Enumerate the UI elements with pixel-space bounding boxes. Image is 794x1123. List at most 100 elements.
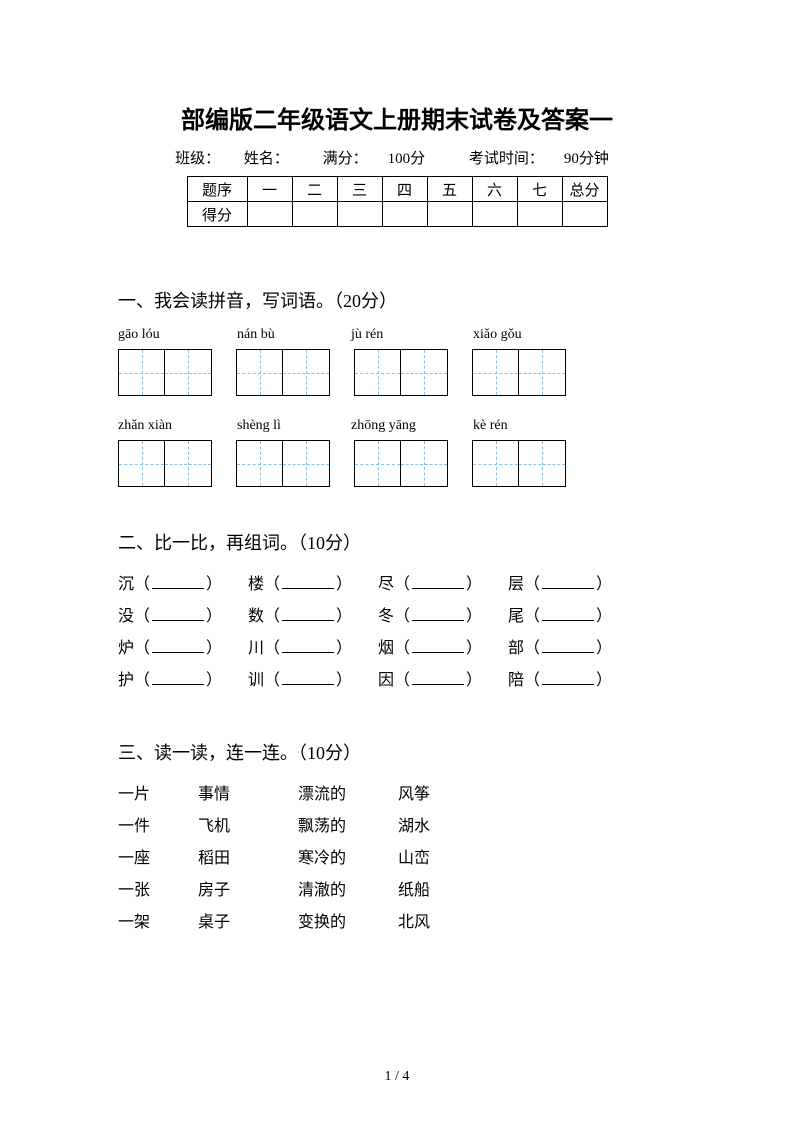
empty-cell	[247, 202, 292, 227]
question-2: 二、比一比，再组词。（10分） 沉（）楼（）尽（）层（）没（）数（）冬（）尾（）…	[118, 529, 676, 697]
blank-line	[412, 637, 464, 653]
header-cell: 六	[472, 177, 517, 202]
compare-item: 部（）	[508, 633, 638, 665]
blank-line	[412, 573, 464, 589]
match-cell: 清澈的	[298, 875, 398, 907]
header-cell: 五	[427, 177, 472, 202]
char-text: 尽	[378, 576, 394, 593]
tianzi-row	[118, 349, 676, 396]
match-cell: 飘荡的	[298, 811, 398, 843]
section-title: 一、我会读拼音，写词语。（20分）	[118, 287, 676, 313]
match-cell: 变换的	[298, 907, 398, 939]
blank-line	[152, 637, 204, 653]
compare-item: 护（）	[118, 665, 248, 697]
tianzi-cell	[118, 349, 165, 396]
header-cell: 三	[337, 177, 382, 202]
tianzi-cell	[519, 440, 566, 487]
match-row: 一片事情漂流的风筝	[118, 779, 676, 811]
empty-cell	[427, 202, 472, 227]
match-cell: 纸船	[398, 875, 458, 907]
empty-cell	[337, 202, 382, 227]
blank-line	[412, 605, 464, 621]
blank-line	[152, 669, 204, 685]
compare-item: 因（）	[378, 665, 508, 697]
char-text: 炉	[118, 640, 134, 657]
char-text: 陪	[508, 672, 524, 689]
tianzi-group	[472, 440, 566, 487]
char-text: 数	[248, 608, 264, 625]
tianzi-group	[118, 440, 212, 487]
blank-line	[282, 669, 334, 685]
compare-item: 炉（）	[118, 633, 248, 665]
match-row: 一座稻田寒冷的山峦	[118, 843, 676, 875]
table-row: 得分	[187, 202, 607, 227]
header-cell: 七	[517, 177, 562, 202]
match-cell: 风筝	[398, 779, 458, 811]
blank-line	[542, 669, 594, 685]
name-label: 姓名：	[244, 151, 289, 167]
empty-cell	[517, 202, 562, 227]
blank-line	[282, 605, 334, 621]
compare-item: 尾（）	[508, 601, 638, 633]
match-cell: 一片	[118, 779, 198, 811]
char-text: 沉	[118, 576, 134, 593]
char-text: 层	[508, 576, 524, 593]
tianzi-cell	[354, 349, 401, 396]
empty-cell	[382, 202, 427, 227]
compare-item: 楼（）	[248, 569, 378, 601]
compare-item: 尽（）	[378, 569, 508, 601]
header-cell: 二	[292, 177, 337, 202]
match-cell: 北风	[398, 907, 458, 939]
match-cell: 一座	[118, 843, 198, 875]
match-cell: 漂流的	[298, 779, 398, 811]
section-title: 二、比一比，再组词。（10分）	[118, 529, 676, 555]
tianzi-cell	[118, 440, 165, 487]
empty-cell	[292, 202, 337, 227]
tianzi-cell	[354, 440, 401, 487]
match-cell: 稻田	[198, 843, 298, 875]
tianzi-cell	[283, 440, 330, 487]
match-row: 一张房子清澈的纸船	[118, 875, 676, 907]
section-title: 三、读一读，连一连。（10分）	[118, 739, 676, 765]
pinyin-text: xiǎo gǒu	[473, 327, 587, 343]
pinyin-text: kè rén	[473, 418, 587, 434]
tianzi-cell	[236, 349, 283, 396]
blank-line	[152, 573, 204, 589]
compare-item: 川（）	[248, 633, 378, 665]
match-cell: 寒冷的	[298, 843, 398, 875]
question-3: 三、读一读，连一连。（10分） 一片事情漂流的风筝一件飞机飘荡的湖水一座稻田寒冷…	[118, 739, 676, 939]
tianzi-group	[118, 349, 212, 396]
tianzi-cell	[401, 440, 448, 487]
exam-time: 考试时间：90分钟	[459, 151, 619, 167]
blank-line	[542, 605, 594, 621]
question-1: 一、我会读拼音，写词语。（20分） gāo lóunán bùjù rénxiǎ…	[118, 287, 676, 487]
match-cell: 房子	[198, 875, 298, 907]
compare-item: 层（）	[508, 569, 638, 601]
tianzi-cell	[165, 440, 212, 487]
score-label-cell: 得分	[187, 202, 247, 227]
match-cell: 一张	[118, 875, 198, 907]
compare-row: 沉（）楼（）尽（）层（）	[118, 569, 676, 601]
tianzi-cell	[236, 440, 283, 487]
pinyin-text: zhōng yāng	[351, 418, 473, 434]
tianzi-cell	[283, 349, 330, 396]
pinyin-text: jù rén	[351, 327, 473, 343]
char-text: 因	[378, 672, 394, 689]
compare-row: 没（）数（）冬（）尾（）	[118, 601, 676, 633]
match-cell: 事情	[198, 779, 298, 811]
char-text: 楼	[248, 576, 264, 593]
pinyin-row: gāo lóunán bùjù rénxiǎo gǒu	[118, 327, 676, 343]
pinyin-text: zhǎn xiàn	[118, 418, 237, 434]
char-text: 烟	[378, 640, 394, 657]
blank-line	[542, 637, 594, 653]
match-row: 一架桌子变换的北风	[118, 907, 676, 939]
compare-item: 没（）	[118, 601, 248, 633]
tianzi-cell	[165, 349, 212, 396]
blank-line	[282, 573, 334, 589]
score-table: 题序 一 二 三 四 五 六 七 总分 得分	[187, 176, 608, 227]
pinyin-text: shèng lì	[237, 418, 351, 434]
blank-line	[152, 605, 204, 621]
header-cell: 总分	[562, 177, 607, 202]
full-score: 满分：100分	[313, 151, 436, 167]
pinyin-text: nán bù	[237, 327, 351, 343]
